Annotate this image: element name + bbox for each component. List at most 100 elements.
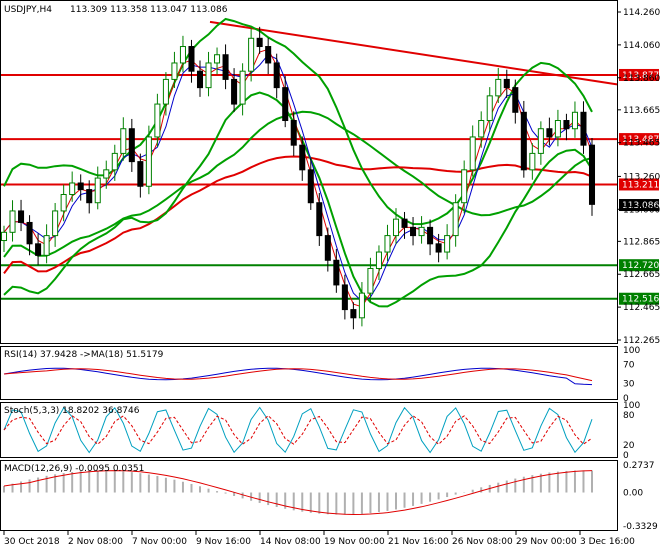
candle-body <box>418 226 425 237</box>
candle-body <box>563 120 570 130</box>
symbol-label: USDJPY,H4 <box>4 5 52 15</box>
level-tag <box>619 259 659 272</box>
time-tick-label: 9 Nov 16:00 <box>196 537 251 547</box>
level-tag-text: 113.487 <box>622 135 659 145</box>
candle-body <box>77 182 84 191</box>
rsi-tick-label: 100 <box>623 346 640 356</box>
price-tick-label: 112.665 <box>623 270 660 280</box>
rsi-title: RSI(14) 37.9428 ->MA(18) 51.5179 <box>4 350 164 360</box>
candle-body <box>18 210 25 223</box>
trendline <box>209 20 618 86</box>
ma-red-line <box>3 155 593 275</box>
candle-body <box>154 103 161 138</box>
level-tag <box>619 133 659 146</box>
price-tick-label: 114.260 <box>623 8 660 18</box>
time-tick-label: 26 Nov 08:00 <box>452 537 513 547</box>
candle-body <box>60 193 67 212</box>
price-tick-label: 113.665 <box>623 106 660 116</box>
candle-body <box>171 62 178 80</box>
candle-body <box>35 243 42 256</box>
quote-label: 113.309 113.358 113.047 113.086 <box>70 5 228 15</box>
candle-body <box>401 218 408 228</box>
time-tick-label: 3 Dec 16:00 <box>580 537 635 547</box>
level-tag-text: 113.211 <box>622 180 659 190</box>
macd-tick-label: 0.2737 <box>623 461 655 471</box>
candle-body <box>196 70 204 89</box>
candle-body <box>145 136 152 187</box>
candle-body <box>461 169 468 204</box>
candle-body <box>162 78 169 105</box>
level-tag <box>619 68 659 81</box>
price-tick-label: 112.865 <box>623 237 660 247</box>
candle-body <box>444 235 451 253</box>
candle-body <box>341 284 348 311</box>
stoch-tick-label: 100 <box>623 401 640 411</box>
price-tick-label: 113.260 <box>623 172 660 182</box>
stoch-tick-label: 80 <box>623 411 635 421</box>
candle-body <box>265 46 272 64</box>
axis-layer: 113.877 113.487 113.211 112.720 112.516 113.0… <box>3 8 660 547</box>
level-tag-text: 113.877 <box>622 71 659 81</box>
stoch-main-line <box>3 406 593 454</box>
macd-signal-line <box>3 470 593 516</box>
rsi-line <box>3 367 593 386</box>
candle-body <box>520 111 527 171</box>
candle-body <box>537 128 544 154</box>
candle-body <box>0 231 8 242</box>
fast-ma-red <box>3 48 593 308</box>
candle-body <box>469 136 476 171</box>
stoch-tick-label: 0 <box>623 451 629 461</box>
price-tick-label: 113.060 <box>623 205 660 215</box>
candle-body <box>571 111 578 130</box>
time-tick-label: 29 Nov 00:00 <box>516 537 577 547</box>
rsi-tick-label: 70 <box>623 360 635 370</box>
rsi-tick-label: 0 <box>623 394 629 404</box>
time-tick-label: 21 Nov 16:00 <box>388 537 449 547</box>
current-price-text: 113.086 <box>622 201 659 211</box>
price-tick-label: 113.860 <box>623 74 660 84</box>
candle-body <box>333 259 340 286</box>
macd-tick-label: -0.3329 <box>623 522 658 532</box>
macd-layer <box>3 470 593 516</box>
candle-body <box>128 128 135 163</box>
time-tick-label: 30 Oct 2018 <box>4 537 60 547</box>
price-tick-label: 114.060 <box>623 41 660 51</box>
candle-body <box>358 292 365 319</box>
candle-body <box>452 202 459 237</box>
candle-body <box>239 70 246 105</box>
candle-body <box>495 78 502 97</box>
candle-body <box>478 120 485 138</box>
candle-body <box>427 226 434 245</box>
candle-body <box>26 221 33 245</box>
price-tick-label: 112.265 <box>623 336 660 346</box>
candle-body <box>435 243 442 253</box>
candle-body <box>188 46 195 72</box>
rsi-layer <box>3 367 593 386</box>
level-tag-text: 112.720 <box>622 261 659 271</box>
candle-body <box>580 111 587 146</box>
candle-body <box>256 37 263 48</box>
candle-body <box>248 37 255 72</box>
band-upper <box>3 17 593 226</box>
stoch-tick-label: 20 <box>623 441 635 451</box>
rsi-ma-line <box>3 368 593 382</box>
time-tick-label: 14 Nov 08:00 <box>260 537 321 547</box>
candle-body <box>529 152 536 171</box>
candle-body <box>111 152 118 171</box>
candle-body <box>43 235 50 256</box>
candle-body <box>512 87 519 113</box>
candle-body <box>103 169 110 179</box>
candle-body <box>307 169 314 204</box>
candle-body <box>231 78 238 105</box>
candle-body <box>69 182 76 195</box>
candle-body <box>299 144 306 171</box>
candle-body <box>52 210 59 237</box>
candle-body <box>503 78 510 89</box>
stoch-title: Stoch(5,3,3) 18.8202 36.8746 <box>4 406 140 416</box>
candle-body <box>375 251 382 269</box>
candle-body <box>324 235 331 261</box>
price-layer <box>0 17 618 330</box>
candle-body <box>350 309 357 319</box>
candle-body <box>179 46 186 64</box>
